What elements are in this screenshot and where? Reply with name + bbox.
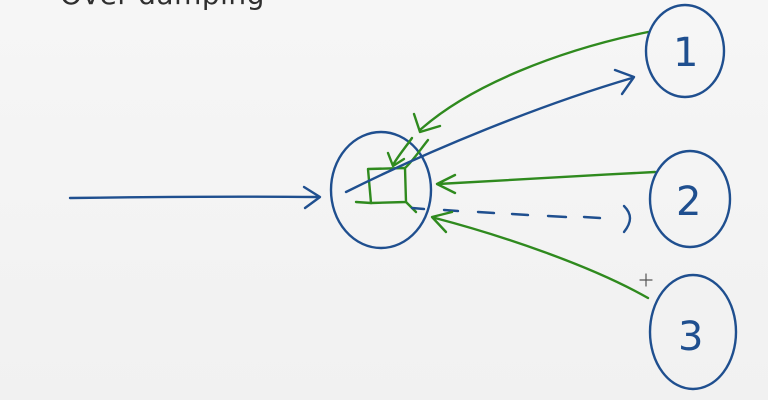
incoming-arrow [68,185,322,210]
node-1-circle [644,3,726,99]
node-3-circle [648,273,738,391]
node-2-label: 2 [676,179,701,225]
node-1-label: 1 [673,30,698,76]
slide-title: Over-damping [60,0,265,11]
node-3-label: 3 [678,314,703,360]
arrow-to-node-1 [344,68,636,194]
center-circle [329,130,433,250]
return-arrow-from-node-2 [435,170,657,195]
return-arrow-from-node-1 [386,30,650,168]
crosshair-cursor-icon [639,273,653,287]
node-2-circle [648,149,732,249]
dashed-arrow-to-node-2 [410,204,632,234]
return-arrow-from-node-3 [430,210,650,300]
